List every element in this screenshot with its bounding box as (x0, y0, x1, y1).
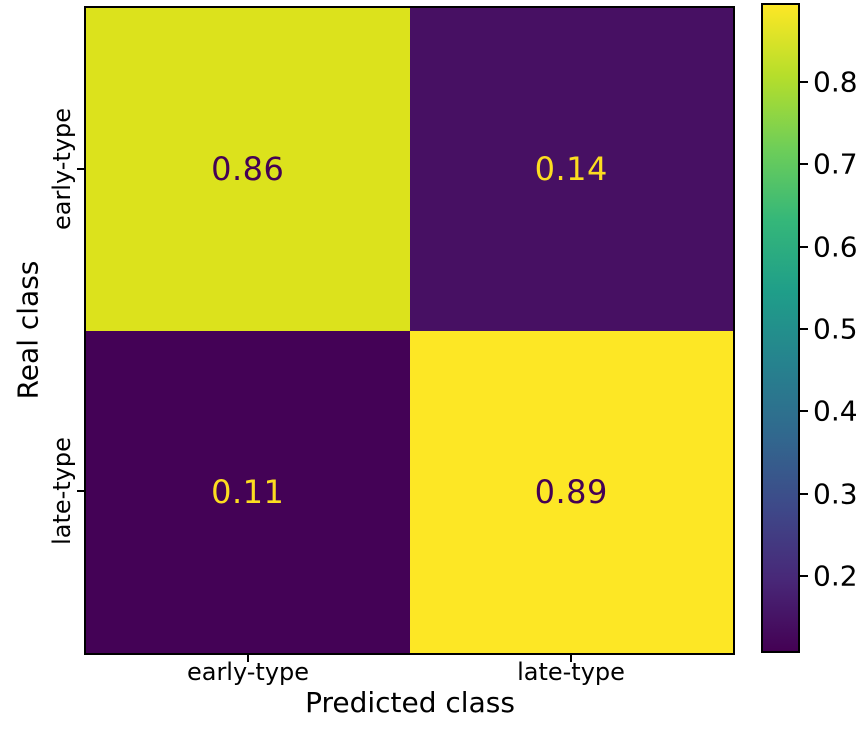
colorbar-tick-label-0.8: 0.8 (813, 65, 858, 99)
x-tick-label-early-type: early-type (186, 658, 310, 686)
colorbar-tick-label-0.4: 0.4 (813, 394, 858, 428)
cell-real-early-pred-early: 0.86 (86, 8, 410, 331)
y-axis-label: Real class (11, 260, 45, 400)
colorbar-tick-mark-0.4 (800, 410, 808, 412)
colorbar-tick-label-0.2: 0.2 (813, 559, 858, 593)
colorbar-tick-label-0.7: 0.7 (813, 147, 858, 181)
colorbar-tick-label-0.5: 0.5 (813, 312, 858, 346)
x-tick-mark-early-type (247, 655, 249, 662)
colorbar-tick-mark-0.7 (800, 163, 808, 165)
y-tick-mark-late-type (77, 490, 84, 492)
cell-value: 0.89 (534, 472, 608, 511)
y-tick-label-early-type: early-type (48, 107, 76, 231)
colorbar-gradient (761, 3, 800, 653)
x-tick-mark-late-type (570, 655, 572, 662)
colorbar-tick-mark-0.8 (800, 81, 808, 83)
colorbar-tick-label-0.6: 0.6 (813, 230, 858, 264)
y-tick-label-late-type: late-type (48, 437, 76, 545)
colorbar-tick-mark-0.2 (800, 575, 808, 577)
cell-value: 0.14 (534, 150, 608, 189)
cell-real-late-pred-late: 0.89 (409, 330, 733, 653)
colorbar-tick-mark-0.3 (800, 493, 808, 495)
y-tick-mark-early-type (77, 168, 84, 170)
heatmap-plot: 0.86 0.14 0.11 0.89 (84, 6, 735, 655)
colorbar-tick-mark-0.5 (800, 328, 808, 330)
cell-value: 0.11 (211, 472, 285, 511)
cell-real-early-pred-late: 0.14 (409, 8, 733, 331)
x-tick-label-late-type: late-type (517, 658, 625, 686)
colorbar-tick-mark-0.6 (800, 246, 808, 248)
x-axis-label: Predicted class (305, 686, 515, 719)
colorbar-tick-label-0.3: 0.3 (813, 477, 858, 511)
cell-value: 0.86 (211, 150, 285, 189)
cell-real-late-pred-early: 0.11 (86, 330, 410, 653)
